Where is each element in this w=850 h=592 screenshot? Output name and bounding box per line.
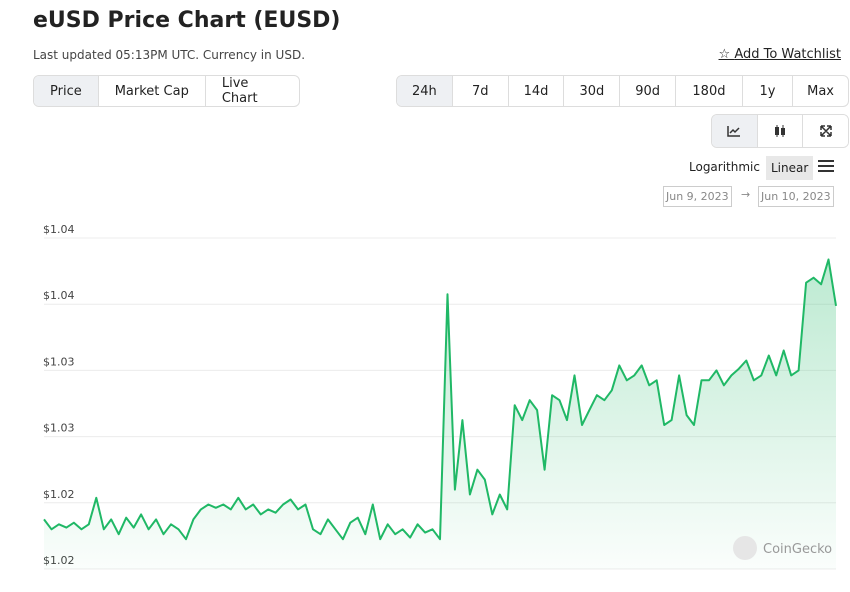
tab[interactable]: Live Chart [204,76,299,106]
watchlist[interactable]: ☆ Add To Watchlist [719,47,841,62]
date-from[interactable]: Jun 9, 2023 [663,186,732,207]
range[interactable]: 30d [563,76,619,106]
range[interactable]: 1y [741,76,792,106]
line-mode[interactable] [712,115,757,147]
range[interactable]: 14d [507,76,564,106]
ranges: 24h 7d 14d 30d 90d 180d 1y Max [396,75,849,107]
menu-icon[interactable] [817,159,835,173]
y-tick-label: $1.03 [43,355,75,368]
candle-mode[interactable] [756,115,803,147]
price-line [43,258,837,541]
range[interactable]: 180d [675,76,742,106]
expand-icon [819,125,832,137]
chart-modes [711,114,849,148]
range[interactable]: Max [792,76,848,106]
star: ☆ [718,47,735,62]
linear-option[interactable]: Linear [766,156,814,180]
candle-icon [775,125,785,137]
tab[interactable]: Market Cap [97,76,205,106]
area [44,259,836,569]
y-tick-label: $1.02 [43,488,75,501]
y-tick-label: $1.04 [43,223,75,236]
subtitle: Last updated 05:13PM UTC. Currency in US… [33,48,306,62]
range[interactable]: 90d [619,76,675,106]
date-to[interactable]: Jun 10, 2023 [758,186,834,207]
title: eUSD Price Chart (EUSD) [33,8,341,33]
tab[interactable]: Price [34,76,98,106]
fullscreen[interactable] [802,115,848,147]
arrow: → [741,188,751,201]
range[interactable]: 7d [451,76,508,106]
y-tick-label: $1.04 [43,289,75,302]
watermark-logo [733,536,757,560]
range[interactable]: 24h [397,76,452,106]
y-tick-label: $1.03 [43,422,75,435]
line-icon [727,126,741,137]
tabs: Price Market Cap Live Chart [33,75,300,107]
watermark: CoinGecko [763,542,832,557]
log-option[interactable]: Logarithmic [689,160,760,174]
watchlist-label: Add To Watchlist [734,47,841,62]
